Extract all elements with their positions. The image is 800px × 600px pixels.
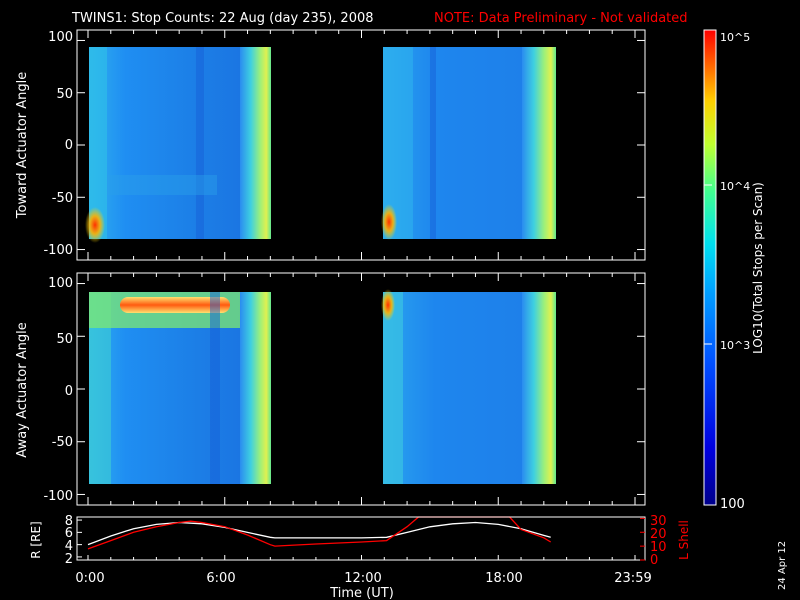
toward-window-1-endband xyxy=(240,47,271,239)
l-tick-0: 0 xyxy=(650,553,658,568)
colorbar-tick-1e4: 10^4 xyxy=(720,180,750,193)
toward-ylabel: Toward Actuator Angle xyxy=(15,72,30,219)
orbit-panel: 8 6 4 2 30 20 10 0 R [RE] L Shell 0:00 6… xyxy=(29,514,691,600)
away-window-2-endband xyxy=(522,292,556,484)
colorbar-tick-100: 100 xyxy=(720,497,745,512)
x-tick-labels: 0:00 6:00 12:00 18:00 23:59 xyxy=(75,571,651,586)
lshell-axis-label: L Shell xyxy=(677,520,691,560)
toward-ytick-50: 50 xyxy=(56,87,73,102)
date-stamp: 24 Apr 12 xyxy=(777,541,788,590)
away-window-1-left-glow xyxy=(89,292,111,484)
preliminary-note: NOTE: Data Preliminary - Not validated xyxy=(434,11,688,26)
colorbar-frame xyxy=(703,29,717,506)
toward-window-2-stripe xyxy=(430,47,436,239)
x-tick-0600: 6:00 xyxy=(206,571,235,586)
orbit-yticks xyxy=(77,517,645,561)
x-tick-2359: 23:59 xyxy=(614,571,651,586)
toward-window-1-stripe xyxy=(196,47,204,239)
away-ytick-100: 100 xyxy=(48,276,73,291)
toward-ytick-0: 0 xyxy=(65,138,73,153)
colorbar-gradient xyxy=(704,30,716,505)
away-ytick-neg100: -100 xyxy=(43,489,73,504)
r-tick-4: 4 xyxy=(65,539,73,554)
toward-heatmap xyxy=(85,47,556,243)
away-ytick-neg50: -50 xyxy=(52,435,73,450)
away-ytick-0: 0 xyxy=(65,384,73,399)
away-panel: 100 50 0 -50 -100 Away Actuator Angle xyxy=(15,272,646,506)
away-ytick-50: 50 xyxy=(56,332,73,347)
l-tick-30: 30 xyxy=(650,514,667,529)
r-tick-6: 6 xyxy=(65,526,73,541)
toward-ytick-neg100: -100 xyxy=(43,243,73,258)
toward-panel: 100 50 0 -50 -100 Toward Actuator Angle xyxy=(15,29,646,261)
toward-window-1-hotspot xyxy=(85,207,105,243)
away-window-1-stripe xyxy=(210,292,220,484)
lshell-series-line xyxy=(87,516,552,550)
away-window-1-ridge xyxy=(120,297,230,313)
colorbar: 10^5 10^4 10^3 100 LOG10(Total Stops per… xyxy=(703,29,765,512)
away-window-2-left-glow xyxy=(383,292,403,484)
orbit-right-tick-labels: 30 20 10 0 xyxy=(650,514,667,568)
toward-ytick-100: 100 xyxy=(48,30,73,45)
away-ytick-labels: 100 50 0 -50 -100 xyxy=(43,276,73,504)
toward-window-2-hotspot xyxy=(381,204,397,240)
toward-window-1-band xyxy=(107,175,217,195)
colorbar-tick-1e3: 10^3 xyxy=(720,339,750,352)
r-tick-2: 2 xyxy=(65,552,73,567)
colorbar-ticks xyxy=(704,184,712,345)
away-window-1-endband xyxy=(240,292,271,484)
orbit-xticks xyxy=(87,555,636,560)
x-tick-1800: 18:00 xyxy=(485,571,522,586)
away-window-2-hotspot xyxy=(381,289,395,321)
toward-ytick-labels: 100 50 0 -50 -100 xyxy=(43,30,73,258)
away-yticks xyxy=(77,273,645,505)
l-tick-10: 10 xyxy=(650,540,667,555)
toward-window-1-left-glow xyxy=(89,47,107,239)
x-tick-1200: 12:00 xyxy=(344,571,381,586)
r-axis-label: R [RE] xyxy=(29,521,43,558)
colorbar-tick-1e5: 10^5 xyxy=(720,31,750,44)
r-series-line xyxy=(87,521,551,546)
orbit-left-tick-labels: 8 6 4 2 xyxy=(65,514,73,567)
away-heatmap xyxy=(89,289,556,484)
colorbar-label: LOG10(Total Stops per Scan) xyxy=(751,182,765,354)
x-axis-label: Time (UT) xyxy=(329,586,394,600)
orbit-lines xyxy=(87,516,552,550)
l-tick-20: 20 xyxy=(650,527,667,542)
toward-window-2-endband xyxy=(522,47,556,239)
toward-yticks xyxy=(77,30,645,260)
away-ylabel: Away Actuator Angle xyxy=(15,322,30,457)
chart-title: TWINS1: Stop Counts: 22 Aug (day 235), 2… xyxy=(71,11,374,26)
toward-ytick-neg50: -50 xyxy=(52,191,73,206)
x-tick-0000: 0:00 xyxy=(75,571,104,586)
r-tick-8: 8 xyxy=(65,514,73,529)
